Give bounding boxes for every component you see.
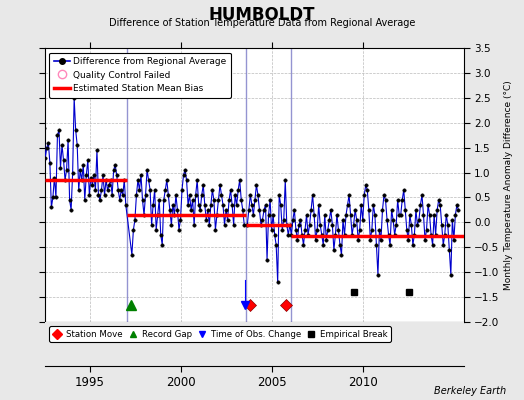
Y-axis label: Monthly Temperature Anomaly Difference (°C): Monthly Temperature Anomaly Difference (…: [504, 80, 512, 290]
Legend: Station Move, Record Gap, Time of Obs. Change, Empirical Break: Station Move, Record Gap, Time of Obs. C…: [49, 326, 391, 342]
Text: Berkeley Earth: Berkeley Earth: [433, 386, 506, 396]
Legend: Difference from Regional Average, Quality Control Failed, Estimated Station Mean: Difference from Regional Average, Qualit…: [49, 52, 231, 98]
Text: Difference of Station Temperature Data from Regional Average: Difference of Station Temperature Data f…: [109, 18, 415, 28]
Text: HUMBOLDT: HUMBOLDT: [209, 6, 315, 24]
